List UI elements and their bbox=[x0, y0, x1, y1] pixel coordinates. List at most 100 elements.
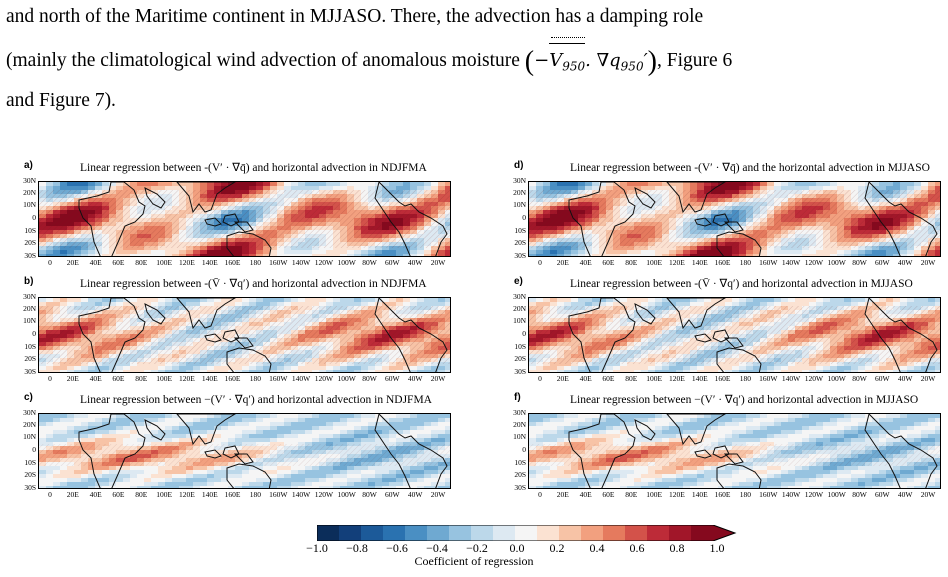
field-cell bbox=[179, 434, 187, 439]
field-cell bbox=[767, 186, 775, 191]
field-cell bbox=[809, 362, 817, 367]
longitude-tick-label: 140W bbox=[781, 374, 801, 383]
field-cell bbox=[158, 298, 166, 303]
field-cell bbox=[893, 250, 901, 255]
field-cell bbox=[557, 298, 565, 303]
field-cell bbox=[102, 250, 110, 255]
field-cell bbox=[844, 298, 852, 303]
field-cell bbox=[760, 250, 768, 255]
field-cell bbox=[200, 246, 208, 251]
latitude-tick-label: 10S bbox=[24, 342, 36, 351]
field-cell bbox=[74, 298, 82, 303]
field-cell bbox=[879, 298, 887, 303]
longitude-tick-label: 100W bbox=[337, 374, 356, 383]
field-cell bbox=[368, 254, 376, 256]
field-cell bbox=[305, 186, 313, 191]
field-cell bbox=[179, 422, 187, 427]
field-cell bbox=[809, 186, 817, 191]
field-cell bbox=[690, 302, 698, 307]
field-cell bbox=[116, 422, 124, 427]
field-cell bbox=[851, 362, 859, 367]
field-cell bbox=[256, 362, 264, 367]
field-cell bbox=[312, 302, 320, 307]
field-cell bbox=[893, 370, 901, 372]
field-cell bbox=[662, 254, 670, 256]
field-cell bbox=[207, 434, 215, 439]
latitude-tick-label: 10S bbox=[24, 458, 36, 467]
field-cell bbox=[116, 250, 124, 255]
field-cell bbox=[410, 430, 418, 435]
regression-map bbox=[38, 297, 451, 373]
field-cell bbox=[284, 362, 292, 367]
field-cell bbox=[74, 366, 82, 371]
field-cell bbox=[627, 362, 635, 367]
field-cell bbox=[746, 254, 754, 256]
field-cell bbox=[298, 186, 306, 191]
field-cell bbox=[102, 426, 110, 431]
field-cell bbox=[732, 302, 740, 307]
longitude-tick-label: 120E bbox=[179, 258, 195, 267]
longitude-tick-label: 140E bbox=[201, 374, 218, 383]
field-cell bbox=[256, 254, 264, 256]
field-cell bbox=[221, 366, 229, 371]
field-cell bbox=[543, 298, 551, 303]
field-cell bbox=[340, 302, 348, 307]
field-cell bbox=[361, 182, 369, 187]
field-cell bbox=[326, 422, 334, 427]
field-cell bbox=[424, 366, 432, 371]
field-cell bbox=[172, 302, 180, 307]
field-cell bbox=[606, 246, 614, 251]
field-cell bbox=[739, 182, 747, 187]
longitude-tick-label: 60W bbox=[875, 374, 890, 383]
field-cell bbox=[536, 362, 544, 367]
field-cell bbox=[599, 302, 607, 307]
field-cell bbox=[235, 414, 243, 419]
field-cell bbox=[641, 246, 649, 251]
field-cell bbox=[151, 186, 159, 191]
field-cell bbox=[781, 298, 789, 303]
field-cell bbox=[718, 246, 726, 251]
field-cell bbox=[900, 298, 908, 303]
field-cell bbox=[102, 434, 110, 439]
field-cell bbox=[319, 254, 327, 256]
field-cell bbox=[263, 426, 271, 431]
significance-hatching bbox=[529, 306, 940, 364]
field-cell bbox=[676, 254, 684, 256]
field-cell bbox=[81, 254, 89, 256]
field-cell bbox=[928, 298, 936, 303]
field-cell bbox=[886, 246, 894, 251]
field-cell bbox=[326, 298, 334, 303]
field-cell bbox=[270, 418, 278, 423]
field-cell bbox=[669, 250, 677, 255]
field-cell bbox=[228, 254, 236, 256]
field-cell bbox=[291, 246, 299, 251]
field-cell bbox=[277, 422, 285, 427]
field-cell bbox=[438, 362, 446, 367]
field-cell bbox=[312, 426, 320, 431]
field-cell bbox=[445, 250, 450, 255]
field-cell bbox=[382, 250, 390, 255]
field-cell bbox=[242, 186, 250, 191]
field-cell bbox=[921, 302, 929, 307]
field-cell bbox=[445, 422, 450, 427]
field-cell bbox=[403, 366, 411, 371]
latitude-tick-label: 20N bbox=[513, 188, 526, 197]
field-cell bbox=[690, 298, 698, 303]
field-cell bbox=[774, 302, 782, 307]
field-cell bbox=[67, 366, 75, 371]
field-cell bbox=[879, 302, 887, 307]
field-cell bbox=[102, 418, 110, 423]
field-cell bbox=[634, 370, 642, 372]
field-cell bbox=[907, 182, 915, 187]
field-cell bbox=[557, 302, 565, 307]
field-cell bbox=[543, 182, 551, 187]
field-cell bbox=[109, 302, 117, 307]
field-cell bbox=[354, 426, 362, 431]
longitude-tick-label: 40E bbox=[579, 374, 592, 383]
field-cell bbox=[907, 370, 915, 372]
field-cell bbox=[634, 250, 642, 255]
field-cell bbox=[375, 430, 383, 435]
field-cell bbox=[830, 182, 838, 187]
panel-letter: d) bbox=[514, 160, 524, 171]
field-cell bbox=[39, 250, 47, 255]
